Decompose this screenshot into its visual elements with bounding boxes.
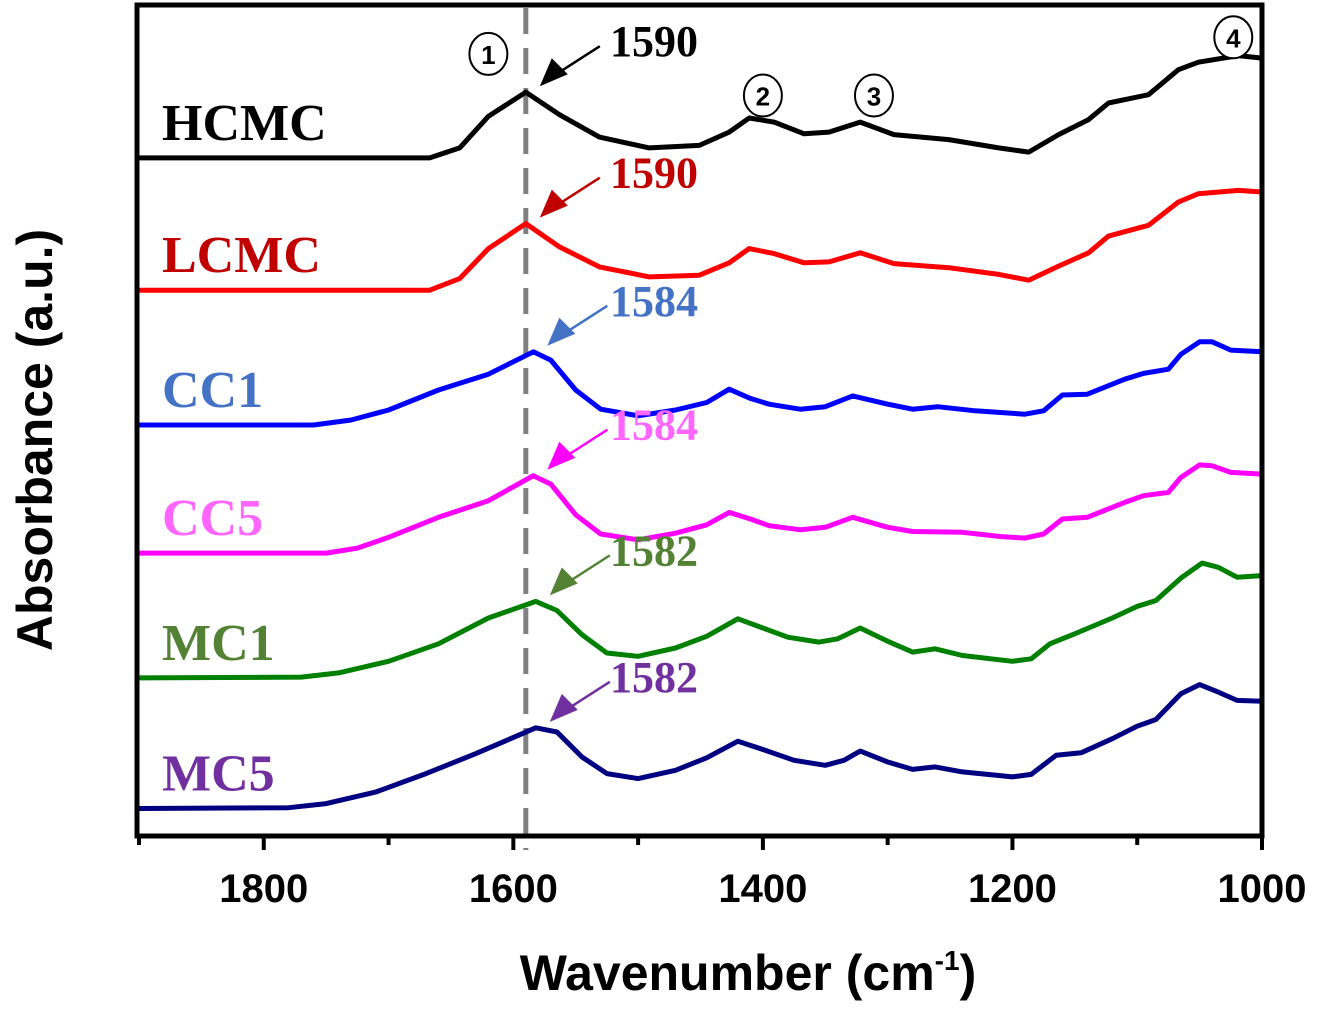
peak-label-lcmc: 1590 (610, 149, 698, 198)
peak-label-mc5: 1582 (610, 653, 698, 702)
series-line-mc1 (138, 560, 1263, 681)
x-ticks: 1800 1600 1400 1200 1000 (137, 836, 1307, 911)
peak-label-cc5: 1584 (610, 401, 698, 450)
peak-label-cc1: 1584 (610, 277, 698, 326)
x-axis-title: Wavenumber (cm-1) (520, 945, 976, 1001)
band-marker-number: 1 (481, 40, 495, 70)
peak-arrow-head (539, 58, 568, 87)
series-line-cc5 (139, 462, 1263, 556)
band-marker-number: 4 (1226, 23, 1241, 53)
x-tick-label: 1800 (219, 867, 308, 911)
peak-arrow-head (549, 693, 578, 722)
x-tick-label: 1600 (469, 867, 558, 911)
x-tick-label: 1200 (968, 867, 1057, 911)
series-layer (138, 53, 1263, 811)
plot-frame (134, 2, 1265, 839)
series-line-lcmc (139, 187, 1263, 293)
x-axis-title-superscript: -1 (935, 945, 960, 976)
peak-arrow-head (547, 441, 576, 470)
y-axis-title: Absorbance (a.u.) (7, 229, 63, 651)
peak-arrow-head (547, 317, 576, 346)
annotation-layer: HCMC 1590 LCMC 1590 CC1 1584 CC5 1584 MC1 1582 MC5… (162, 15, 1254, 803)
band-marker-2: 2 (742, 73, 783, 118)
series-label-mc5: MC5 (162, 746, 275, 803)
series-line-cc1 (139, 339, 1263, 428)
series-label-hcmc: HCMC (162, 95, 327, 152)
series-label-cc5: CC5 (162, 490, 263, 547)
peak-arrow-head (539, 189, 568, 218)
x-tick-label: 1400 (718, 867, 807, 911)
series-line-hcmc (139, 53, 1263, 161)
series-label-lcmc: LCMC (162, 227, 321, 284)
band-marker-circle (853, 73, 894, 118)
series-line-mc5 (138, 682, 1263, 811)
x-tick-label: 1000 (1218, 867, 1307, 911)
band-marker-number: 3 (867, 82, 881, 112)
peak-arrow-head (549, 567, 578, 596)
peak-label-hcmc: 1590 (610, 17, 698, 66)
band-marker-1: 1 (468, 31, 509, 76)
band-marker-4: 4 (1213, 15, 1254, 60)
series-label-mc1: MC1 (162, 615, 275, 672)
band-marker-number: 2 (756, 82, 770, 112)
band-marker-3: 3 (853, 73, 894, 118)
band-marker-circle (1213, 15, 1254, 60)
band-marker-circle (468, 31, 509, 76)
peak-label-mc1: 1582 (610, 526, 698, 575)
series-label-cc1: CC1 (162, 362, 263, 419)
band-marker-circle (742, 73, 783, 118)
